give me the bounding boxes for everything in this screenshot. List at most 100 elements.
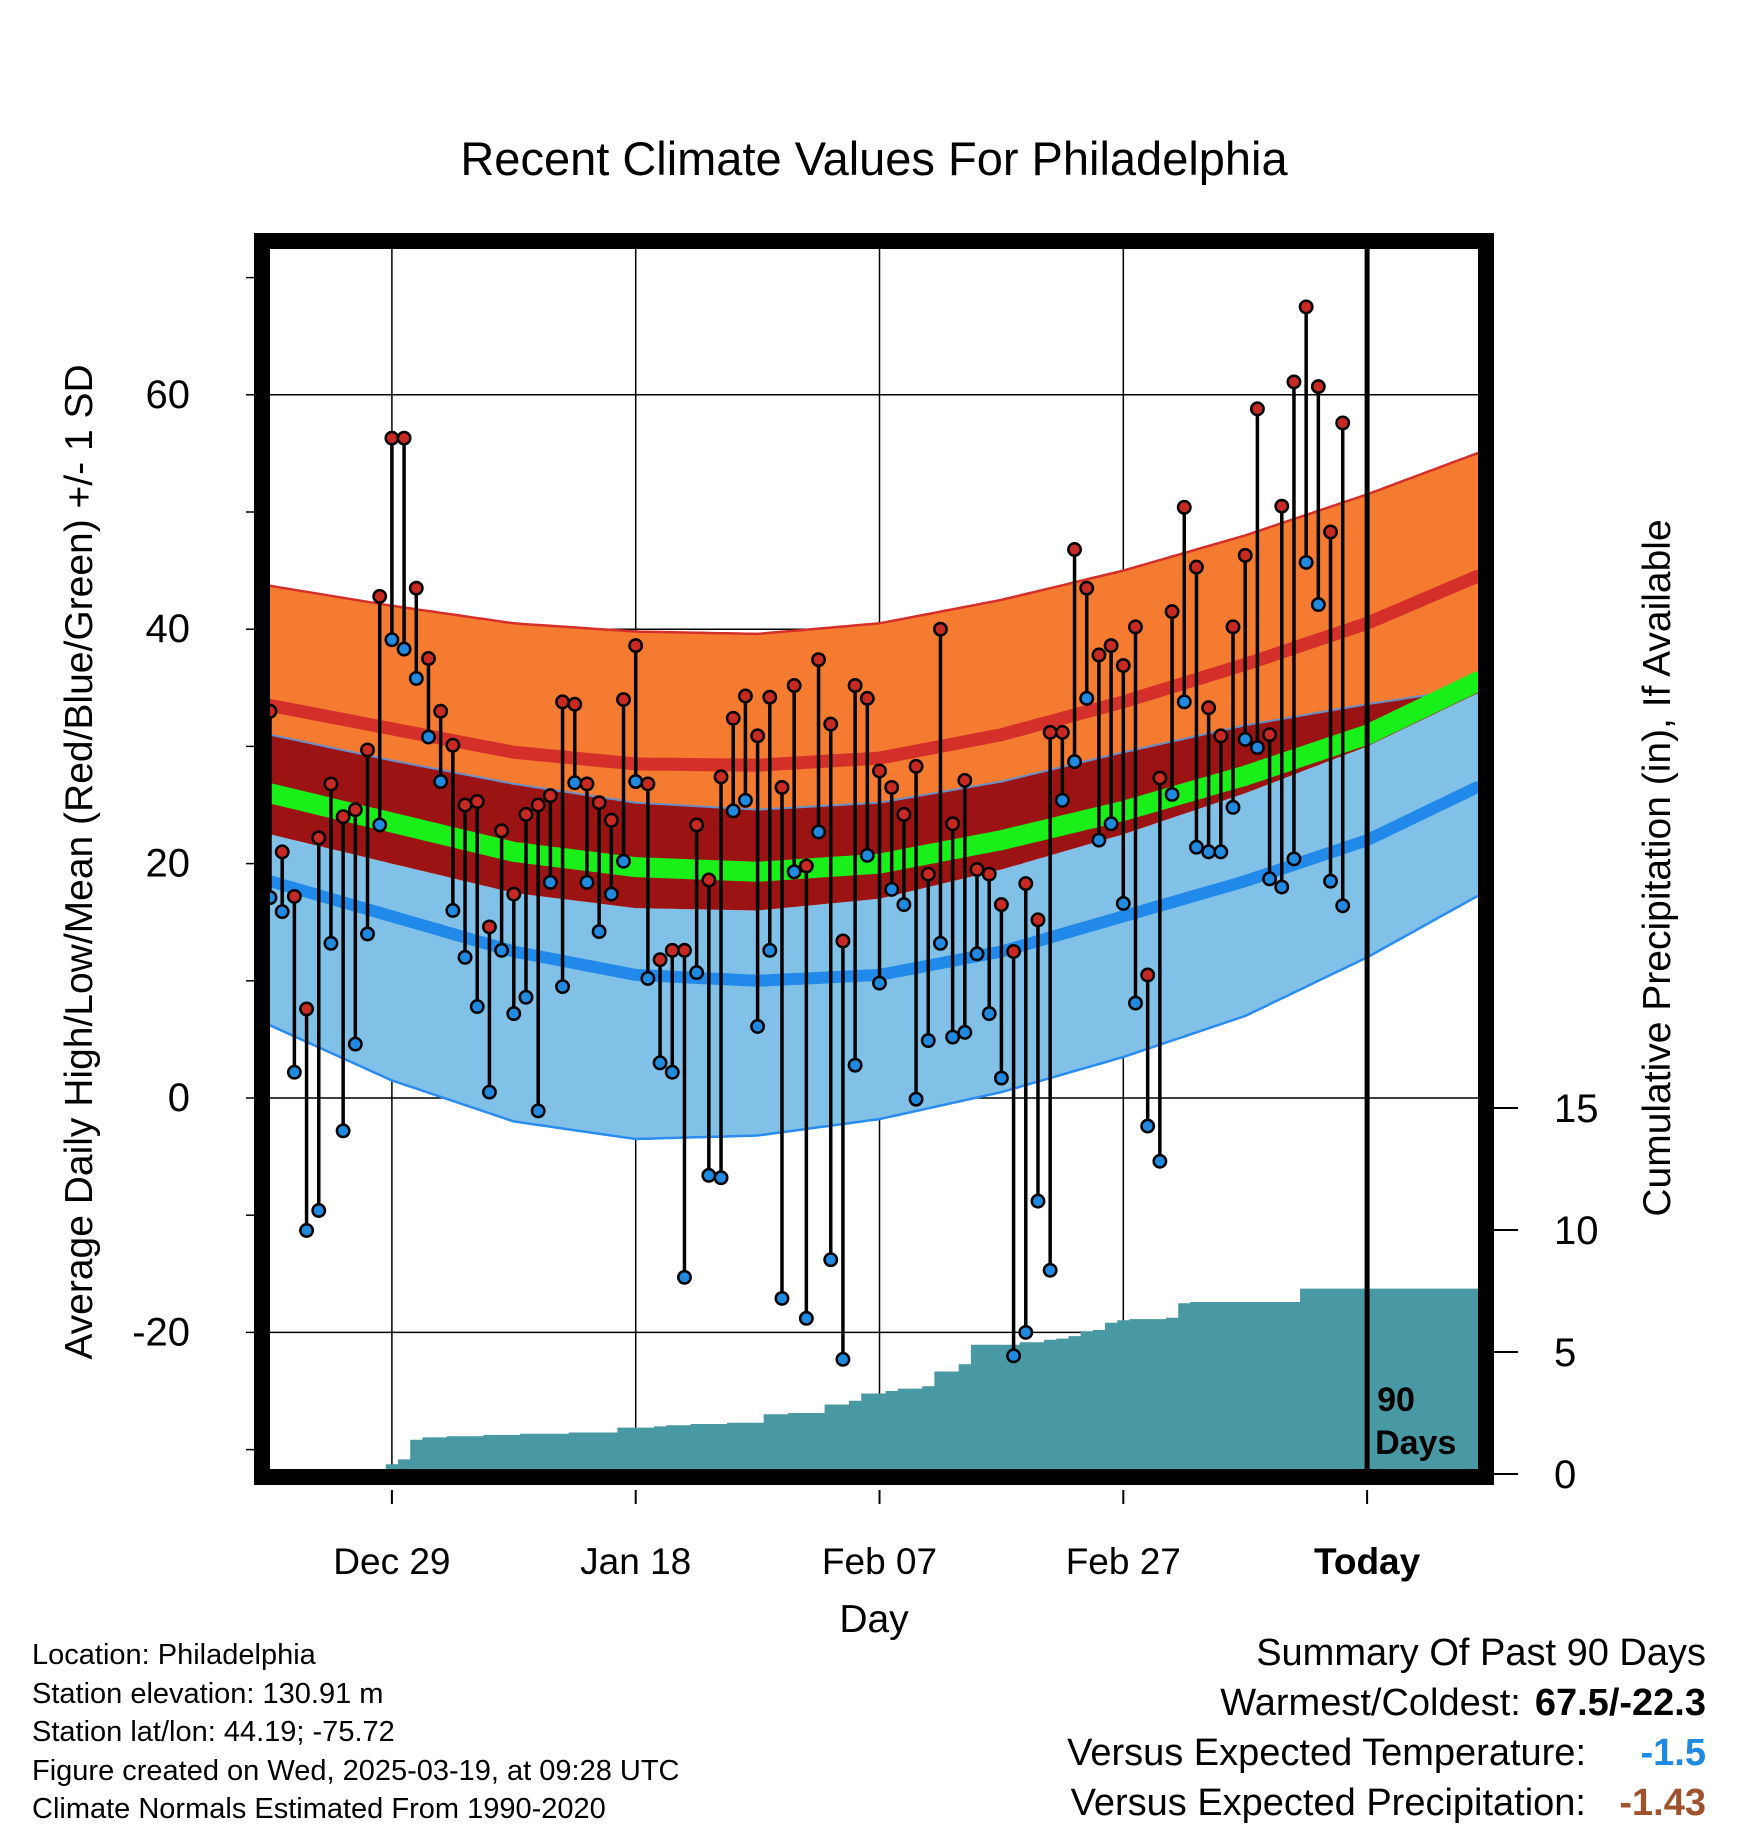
y-tick-label: 0	[168, 1076, 190, 1120]
high-point-day-28	[603, 812, 619, 828]
high-point-day-84	[1286, 374, 1302, 390]
low-point-day-51	[884, 881, 900, 897]
low-point-day-5	[323, 935, 339, 951]
low-point-day-54	[920, 1033, 936, 1049]
low-point-day-4	[311, 1203, 327, 1218]
high-point-day-43	[786, 678, 802, 693]
high-point-day-32	[652, 952, 668, 968]
low-point-day-64	[1042, 1262, 1058, 1278]
high-point-day-62	[1018, 876, 1034, 891]
low-point-day-6	[335, 1123, 351, 1139]
low-point-day-44	[798, 1310, 814, 1326]
high-point-day-15	[445, 737, 461, 753]
low-point-day-56	[945, 1029, 961, 1045]
high-point-day-49	[859, 690, 875, 706]
high-sd-lower-line	[268, 686, 1480, 811]
low-point-day-40	[750, 1019, 766, 1034]
high-point-day-9	[372, 588, 388, 604]
today-days-number: 90	[1377, 1381, 1415, 1419]
high-point-day-76	[1188, 559, 1204, 575]
high-point-day-64	[1042, 724, 1058, 740]
low-point-day-21	[518, 989, 534, 1005]
low-point-day-20	[506, 1006, 522, 1022]
precip-fill	[385, 1288, 1480, 1471]
low-point-day-28	[603, 886, 619, 902]
y2-tick-label: 15	[1554, 1087, 1599, 1131]
low-point-day-48	[847, 1057, 863, 1073]
low-point-day-76	[1188, 839, 1204, 855]
high-point-day-34	[677, 942, 692, 958]
high-sd-band	[268, 453, 1480, 810]
high-point-day-50	[872, 763, 887, 779]
low-point-day-70	[1115, 895, 1131, 911]
low-point-day-71	[1128, 995, 1143, 1011]
high-point-day-1	[274, 844, 290, 860]
low-point-day-67	[1079, 690, 1095, 706]
high-point-day-58	[969, 862, 985, 877]
low-point-day-49	[859, 847, 875, 863]
low-point-day-52	[896, 897, 912, 913]
low-point-day-55	[933, 935, 948, 951]
temp-departure-label: Versus Expected Temperature:	[1067, 1732, 1586, 1774]
high-point-day-74	[1164, 604, 1180, 620]
y2-tick-label: 5	[1554, 1331, 1576, 1375]
high-point-day-11	[396, 430, 412, 446]
high-point-day-26	[579, 776, 595, 792]
low-point-day-18	[481, 1084, 497, 1100]
warmest-coldest-value: 67.5/-22.3	[1534, 1682, 1706, 1724]
low-point-day-80	[1237, 731, 1253, 747]
low-point-day-87	[1323, 873, 1338, 889]
low-point-day-82	[1262, 871, 1278, 887]
high-point-day-23	[542, 788, 558, 804]
high-sd-upper-line	[268, 452, 1480, 636]
high-point-day-24	[555, 694, 571, 710]
high-point-day-14	[433, 703, 449, 719]
low-point-day-79	[1225, 799, 1241, 815]
high-point-day-18	[481, 919, 497, 935]
low-point-day-37	[713, 1170, 729, 1186]
high-point-day-46	[823, 716, 839, 732]
today-days-text: Days	[1375, 1424, 1456, 1462]
low-point-day-30	[628, 774, 644, 790]
elevation-text: Station elevation: 130.91 m	[32, 1677, 384, 1710]
low-point-day-81	[1249, 740, 1265, 756]
low-point-day-69	[1103, 816, 1119, 832]
high-point-day-53	[908, 758, 924, 774]
low-point-day-63	[1030, 1193, 1046, 1209]
latlon-text: Station lat/lon: 44.19; -75.72	[32, 1716, 395, 1748]
high-point-day-30	[628, 638, 644, 654]
precip-departure-label: Versus Expected Precipitation:	[1070, 1782, 1586, 1824]
low-point-day-60	[993, 1070, 1009, 1086]
location-text: Location: Philadelphia	[32, 1639, 316, 1671]
low-point-day-39	[737, 792, 753, 808]
high-point-day-73	[1152, 770, 1168, 786]
low-point-day-59	[981, 1006, 997, 1022]
high-point-day-5	[323, 776, 339, 792]
high-point-day-13	[421, 651, 436, 666]
temp-departure-value: -1.5	[1640, 1732, 1706, 1774]
high-point-day-6	[335, 809, 351, 825]
today-marker: 90 Days	[1364, 247, 1456, 1471]
low-point-day-88	[1335, 898, 1351, 914]
low-point-day-25	[567, 775, 583, 791]
low-point-day-17	[469, 999, 485, 1015]
normal-mean-line	[268, 671, 1480, 882]
low-point-day-10	[384, 632, 400, 648]
low-point-day-42	[774, 1290, 790, 1306]
low-point-day-35	[689, 965, 705, 981]
low-point-day-23	[542, 874, 558, 890]
low-point-day-24	[555, 979, 571, 995]
high-point-day-60	[993, 897, 1009, 913]
low-point-day-31	[640, 971, 656, 986]
low-point-day-9	[372, 817, 388, 833]
plot-frame	[254, 233, 1494, 1485]
normals-bands	[268, 452, 1480, 1141]
high-point-day-48	[847, 678, 863, 693]
x-tick-label: Feb 27	[1066, 1541, 1181, 1582]
high-point-day-29	[616, 692, 631, 707]
low-point-day-61	[1006, 1348, 1022, 1364]
high-point-day-20	[506, 886, 522, 902]
low-point-day-57	[957, 1024, 973, 1040]
low-point-day-46	[823, 1252, 839, 1268]
